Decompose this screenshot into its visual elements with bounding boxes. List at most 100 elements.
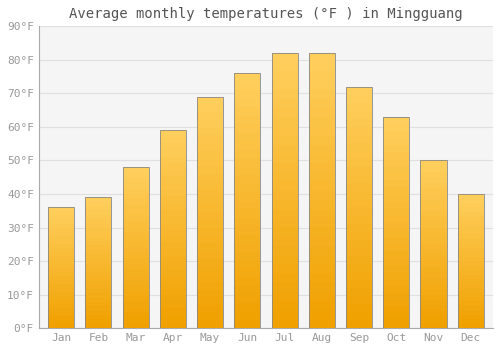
Bar: [122, 280, 148, 285]
Bar: [420, 160, 446, 166]
Bar: [458, 292, 483, 297]
Bar: [308, 310, 335, 319]
Bar: [160, 130, 186, 328]
Bar: [234, 201, 260, 209]
Bar: [458, 301, 483, 306]
Bar: [86, 324, 112, 328]
Bar: [420, 317, 446, 323]
Bar: [160, 236, 186, 243]
Bar: [197, 282, 223, 289]
Bar: [197, 212, 223, 220]
Bar: [122, 312, 148, 317]
Bar: [346, 288, 372, 296]
Bar: [48, 312, 74, 316]
Bar: [272, 80, 297, 90]
Bar: [234, 82, 260, 90]
Bar: [234, 192, 260, 201]
Bar: [48, 284, 74, 288]
Bar: [160, 295, 186, 302]
Bar: [48, 228, 74, 232]
Bar: [308, 53, 335, 62]
Bar: [48, 244, 74, 248]
Bar: [346, 87, 372, 95]
Bar: [122, 183, 148, 189]
Bar: [86, 250, 112, 254]
Bar: [197, 220, 223, 228]
Bar: [122, 317, 148, 323]
Bar: [346, 312, 372, 320]
Bar: [234, 209, 260, 218]
Bar: [272, 282, 297, 292]
Bar: [197, 143, 223, 151]
Bar: [383, 307, 409, 314]
Bar: [48, 308, 74, 312]
Bar: [383, 321, 409, 328]
Bar: [48, 248, 74, 252]
Bar: [48, 316, 74, 320]
Bar: [122, 301, 148, 307]
Bar: [197, 151, 223, 159]
Bar: [383, 279, 409, 286]
Bar: [272, 191, 297, 200]
Bar: [122, 237, 148, 242]
Bar: [122, 296, 148, 301]
Bar: [383, 244, 409, 251]
Bar: [383, 265, 409, 272]
Bar: [160, 170, 186, 176]
Bar: [234, 320, 260, 328]
Bar: [122, 194, 148, 199]
Bar: [272, 53, 297, 62]
Bar: [48, 292, 74, 296]
Bar: [122, 221, 148, 226]
Bar: [86, 272, 112, 276]
Bar: [458, 270, 483, 274]
Bar: [86, 228, 112, 232]
Bar: [48, 304, 74, 308]
Bar: [160, 302, 186, 308]
Bar: [420, 323, 446, 328]
Bar: [272, 310, 297, 319]
Bar: [234, 90, 260, 99]
Bar: [383, 166, 409, 173]
Bar: [383, 272, 409, 279]
Bar: [308, 200, 335, 209]
Bar: [160, 243, 186, 249]
Bar: [308, 319, 335, 328]
Bar: [160, 137, 186, 143]
Bar: [383, 131, 409, 138]
Bar: [160, 130, 186, 137]
Bar: [346, 320, 372, 328]
Bar: [458, 239, 483, 243]
Bar: [197, 298, 223, 305]
Bar: [48, 211, 74, 216]
Bar: [458, 208, 483, 212]
Bar: [160, 157, 186, 163]
Bar: [234, 167, 260, 175]
Bar: [86, 267, 112, 272]
Bar: [308, 292, 335, 301]
Bar: [160, 282, 186, 289]
Bar: [458, 266, 483, 270]
Bar: [48, 219, 74, 224]
Bar: [272, 301, 297, 310]
Bar: [458, 221, 483, 225]
Bar: [122, 264, 148, 269]
Bar: [420, 233, 446, 239]
Bar: [420, 172, 446, 177]
Bar: [458, 225, 483, 230]
Bar: [197, 289, 223, 298]
Bar: [122, 189, 148, 194]
Bar: [272, 126, 297, 136]
Bar: [48, 252, 74, 256]
Bar: [308, 53, 335, 328]
Bar: [160, 144, 186, 150]
Bar: [272, 292, 297, 301]
Bar: [197, 189, 223, 197]
Bar: [383, 173, 409, 180]
Bar: [122, 167, 148, 173]
Bar: [272, 163, 297, 172]
Bar: [48, 280, 74, 284]
Bar: [272, 209, 297, 218]
Bar: [346, 167, 372, 175]
Bar: [420, 261, 446, 267]
